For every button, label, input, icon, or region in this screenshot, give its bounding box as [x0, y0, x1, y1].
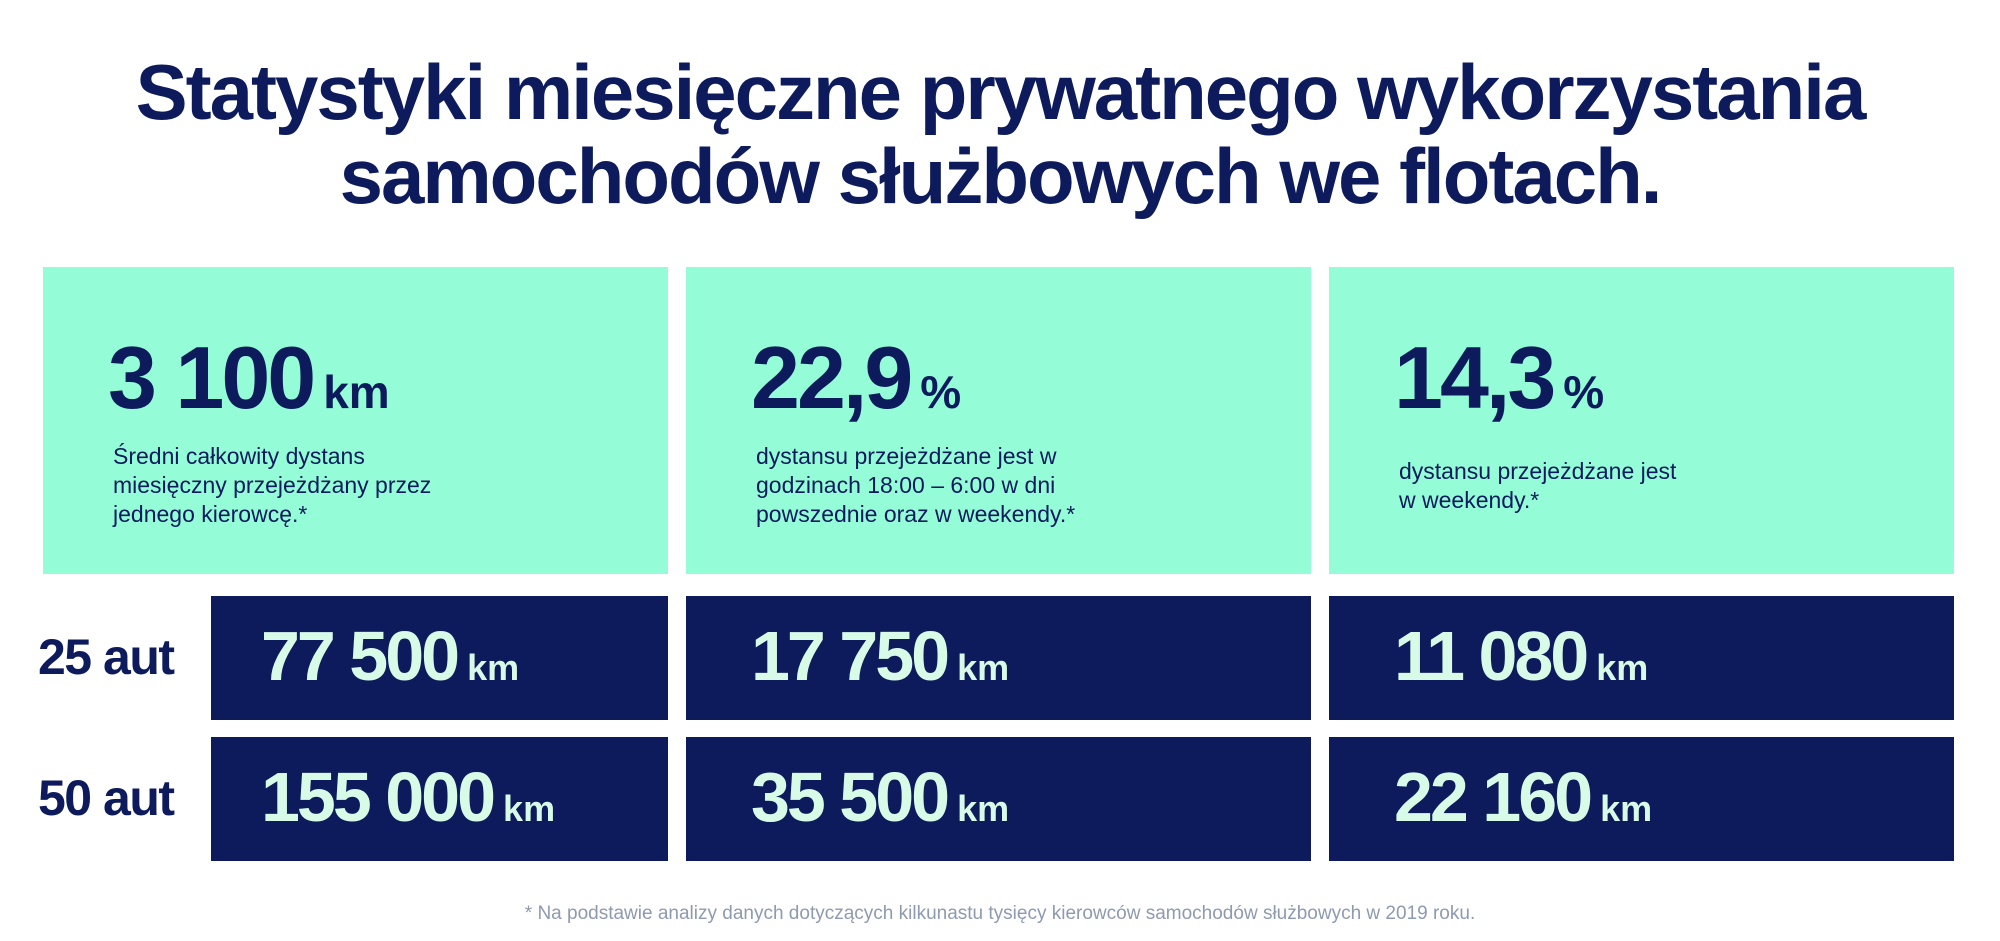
stat-description-line: dystansu przejeżdżane jest w: [756, 443, 1057, 469]
value-unit: km: [1596, 647, 1649, 688]
value-cell: 77 500 km: [211, 596, 668, 720]
value-cell-content: 155 000 km: [261, 757, 555, 837]
value-cell-content: 11 080 km: [1394, 616, 1648, 696]
value-cell: 35 500 km: [686, 737, 1311, 861]
stat-description-line: powszednie oraz w weekendy.*: [756, 501, 1076, 527]
value-unit: km: [957, 647, 1010, 688]
value-unit: km: [467, 647, 520, 688]
value-unit: km: [1600, 788, 1653, 829]
stat-value: 22,9%: [751, 327, 961, 429]
stat-description: dystansu przejeżdżane jest w weekendy.*: [1399, 457, 1759, 515]
page-title: Statystyki miesięczne prywatnego wykorzy…: [0, 50, 2000, 218]
value-number: 11 080: [1394, 617, 1589, 695]
stat-value: 14,3%: [1394, 327, 1604, 429]
stat-description: Średni całkowity dystans miesięczny prze…: [113, 442, 473, 529]
value-number: 22 160: [1394, 758, 1593, 836]
stat-card-weekend-share: 14,3% dystansu przejeżdżane jest w weeke…: [1329, 267, 1954, 574]
value-cell-content: 35 500 km: [751, 757, 1009, 837]
value-unit: km: [957, 788, 1010, 829]
stat-number: 14,3: [1394, 328, 1556, 427]
value-number: 77 500: [261, 617, 460, 695]
value-unit: km: [503, 788, 556, 829]
stat-description-line: dystansu przejeżdżane jest: [1399, 458, 1677, 484]
stat-description: dystansu przejeżdżane jest w godzinach 1…: [756, 442, 1116, 529]
stat-card-evening-share: 22,9% dystansu przejeżdżane jest w godzi…: [686, 267, 1311, 574]
value-cell-content: 77 500 km: [261, 616, 519, 696]
stat-unit: %: [920, 366, 962, 418]
title-line-1: Statystyki miesięczne prywatnego wykorzy…: [135, 48, 1867, 136]
value-cell-content: 22 160 km: [1394, 757, 1652, 837]
value-cell: 17 750 km: [686, 596, 1311, 720]
value-number: 35 500: [751, 758, 950, 836]
value-cell: 11 080 km: [1329, 596, 1954, 720]
row-label-50: 50 aut: [38, 770, 175, 826]
stat-description-line: w weekendy.*: [1399, 487, 1540, 513]
stat-description-line: godzinach 18:00 – 6:00 w dni: [756, 472, 1056, 498]
value-cell-content: 17 750 km: [751, 616, 1009, 696]
stat-number: 3 100: [108, 328, 316, 427]
value-number: 155 000: [261, 758, 496, 836]
stat-unit: km: [323, 366, 390, 418]
value-cell: 22 160 km: [1329, 737, 1954, 861]
value-cell: 155 000 km: [211, 737, 668, 861]
stat-card-avg-distance: 3 100 km Średni całkowity dystans miesięc…: [43, 267, 668, 574]
value-number: 17 750: [751, 617, 950, 695]
stat-number: 22,9: [751, 328, 913, 427]
footnote: * Na podstawie analizy danych dotyczącyc…: [524, 903, 1476, 924]
stat-value: 3 100 km: [108, 327, 390, 429]
stat-description-line: jednego kierowcę.*: [113, 501, 308, 527]
stat-unit: %: [1563, 366, 1605, 418]
title-line-2: samochodów służbowych we flotach.: [339, 132, 1663, 220]
stat-description-line: Średni całkowity dystans: [113, 443, 365, 469]
row-label-25: 25 aut: [38, 629, 175, 685]
stat-description-line: miesięczny przejeżdżany przez: [113, 472, 432, 498]
